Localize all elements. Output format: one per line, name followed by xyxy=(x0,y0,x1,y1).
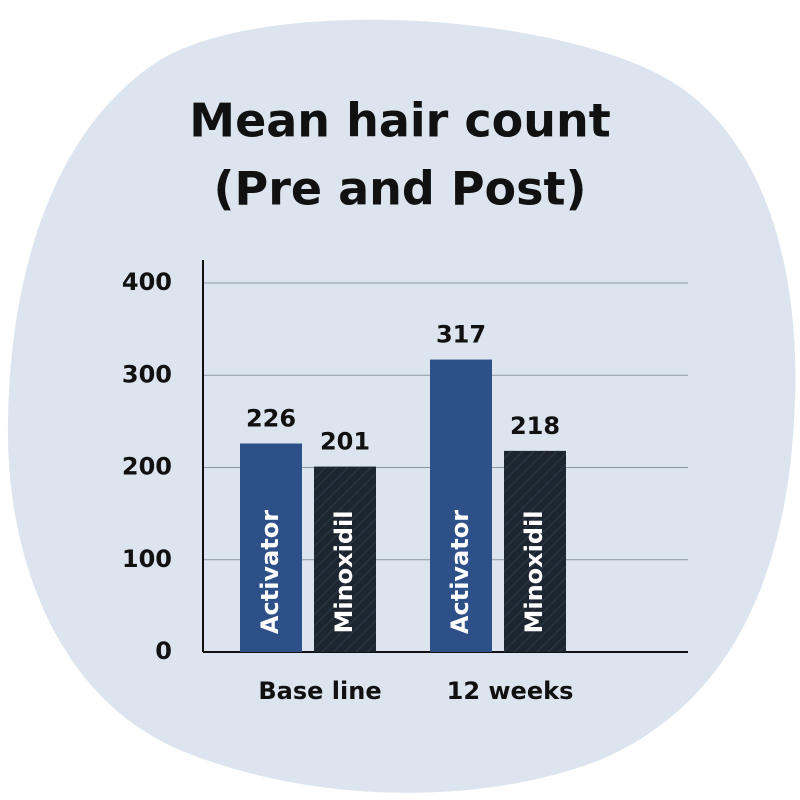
x-tick-label: 12 weeks xyxy=(447,677,574,705)
bar xyxy=(430,359,492,652)
y-tick-label: 400 xyxy=(122,268,172,296)
series-label: Minoxidil xyxy=(330,510,358,633)
value-label: 201 xyxy=(320,428,370,456)
value-label: 218 xyxy=(510,412,560,440)
y-tick-label: 300 xyxy=(122,360,172,388)
background-blob xyxy=(7,19,796,793)
x-tick-label: Base line xyxy=(258,677,381,705)
series-label: Activator xyxy=(256,510,284,634)
bar xyxy=(240,443,302,652)
series-label: Activator xyxy=(446,510,474,634)
value-label: 226 xyxy=(246,405,296,433)
chart-title: Mean hair count xyxy=(189,94,610,148)
y-tick-label: 0 xyxy=(155,637,172,665)
series-label: Minoxidil xyxy=(520,510,548,633)
value-label: 317 xyxy=(436,321,486,349)
y-tick-label: 100 xyxy=(122,545,172,573)
y-tick-label: 200 xyxy=(122,453,172,481)
chart-title: (Pre and Post) xyxy=(213,162,586,216)
